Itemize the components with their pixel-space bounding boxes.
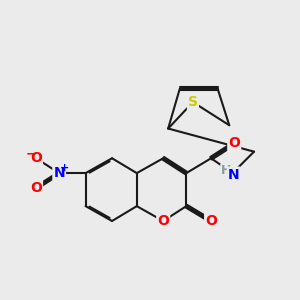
Text: O: O [30, 181, 42, 195]
Text: O: O [157, 214, 169, 228]
Text: O: O [30, 151, 42, 165]
Text: +: + [60, 163, 69, 173]
Text: O: O [205, 214, 217, 228]
Text: H: H [221, 164, 231, 177]
Text: O: O [228, 136, 240, 150]
Text: N: N [53, 166, 65, 180]
Text: S: S [188, 95, 198, 109]
Text: N: N [228, 168, 240, 182]
Text: −: − [26, 147, 36, 160]
